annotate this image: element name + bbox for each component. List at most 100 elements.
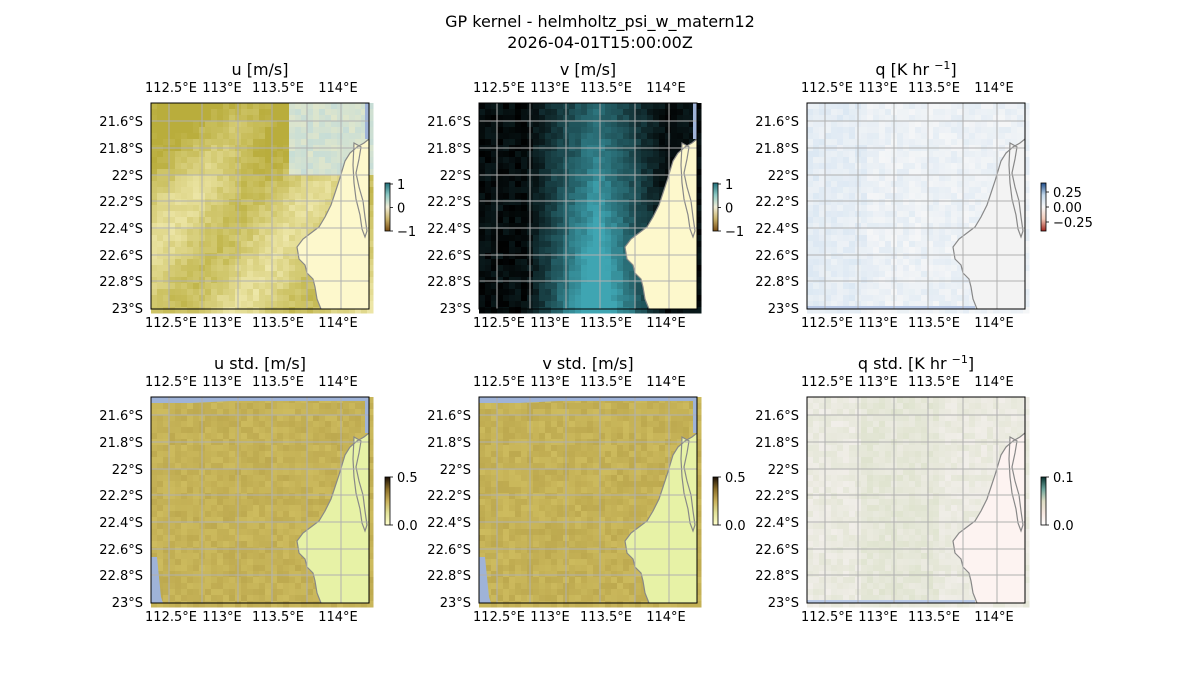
heatmap-cell (223, 463, 230, 470)
heatmap-cell (355, 109, 362, 116)
gridlines (479, 103, 697, 309)
heatmap-cell (903, 163, 910, 170)
heatmap-cell (307, 427, 314, 434)
heatmap-cell (187, 415, 194, 422)
heatmap-cell (211, 301, 218, 308)
heatmap-cell (151, 181, 158, 188)
heatmap-cell (611, 181, 618, 188)
heatmap-cell (265, 181, 272, 188)
heatmap-cell (271, 523, 278, 530)
heatmap-cell (277, 541, 284, 548)
heatmap-cell (861, 175, 868, 182)
heatmap-cell (355, 139, 362, 146)
heatmap-cell (575, 307, 582, 314)
heatmap-cell (611, 211, 618, 218)
heatmap-cell (837, 163, 844, 170)
heatmap-cell (479, 301, 486, 308)
heatmap-cell (277, 421, 284, 428)
heatmap-cell (205, 169, 212, 176)
heatmap-cell (641, 109, 648, 116)
heatmap-cell (635, 169, 642, 176)
lat-tick: 22°S (112, 169, 143, 184)
heatmap-cell (229, 427, 236, 434)
heatmap-cell (295, 259, 302, 266)
heatmap-cell (551, 253, 558, 260)
heatmap-cell (611, 115, 618, 122)
heatmap-cell (963, 133, 970, 140)
heatmap-cell (325, 187, 332, 194)
heatmap-cell (545, 295, 552, 302)
heatmap-cell (259, 277, 266, 284)
heatmap-cell (169, 193, 176, 200)
heatmap-cell (849, 193, 856, 200)
heatmap-cell (187, 295, 194, 302)
heatmap-cell (253, 259, 260, 266)
heatmap-cell (169, 499, 176, 506)
heatmap-cell (217, 157, 224, 164)
heatmap-cell (819, 253, 826, 260)
heatmap-cell (211, 493, 218, 500)
heatmap-cell (981, 163, 988, 170)
heatmap-cell (211, 271, 218, 278)
heatmap-cell (307, 445, 314, 452)
heatmap-cell (503, 109, 510, 116)
heatmap-cell (307, 211, 314, 218)
heatmap-cell (927, 151, 934, 158)
heatmap-cell (557, 103, 564, 110)
heatmap-cell (205, 433, 212, 440)
heatmap-cell (283, 487, 290, 494)
heatmap-cell (581, 259, 588, 266)
heatmap-cell (581, 157, 588, 164)
heatmap-cell (331, 121, 338, 128)
heatmap-cell (181, 199, 188, 206)
heatmap-cell (641, 301, 648, 308)
heatmap-cell (157, 457, 164, 464)
heatmap-cell (647, 193, 654, 200)
heatmap-cell (819, 235, 826, 242)
heatmap-cell (247, 589, 254, 596)
heatmap-cell (247, 169, 254, 176)
heatmap-cell (151, 271, 158, 278)
heatmap-cell (247, 529, 254, 536)
heatmap-cell (551, 301, 558, 308)
heatmap-cell (831, 103, 838, 110)
heatmap-cell (367, 307, 374, 314)
heatmap-cell (295, 583, 302, 590)
heatmap-cell (247, 199, 254, 206)
heatmap-cell (235, 601, 242, 608)
heatmap-cell (229, 601, 236, 608)
heatmap-cell (223, 403, 230, 410)
heatmap-cell (617, 193, 624, 200)
heatmap-cell (485, 169, 492, 176)
heatmap-cell (211, 505, 218, 512)
heatmap-cell (831, 151, 838, 158)
heatmap-cell (897, 133, 904, 140)
heatmap-cell (277, 259, 284, 266)
heatmap-cell (819, 277, 826, 284)
heatmap-cell (205, 289, 212, 296)
heatmap-cell (277, 307, 284, 314)
heatmap-cell (259, 487, 266, 494)
heatmap-cell (247, 163, 254, 170)
heatmap-cell (927, 289, 934, 296)
heatmap-cell (271, 289, 278, 296)
heatmap-cell (539, 247, 546, 254)
heatmap-cell (975, 175, 982, 182)
heatmap-cell (355, 127, 362, 134)
heatmap-cell (807, 175, 814, 182)
heatmap-cell (259, 559, 266, 566)
heatmap-cell (963, 295, 970, 302)
heatmap-cell (253, 169, 260, 176)
heatmap-cell (331, 187, 338, 194)
heatmap-cell (343, 307, 350, 314)
heatmap-cell (813, 289, 820, 296)
heatmap-cell (605, 121, 612, 128)
heatmap-cell (241, 265, 248, 272)
heatmap-cell (229, 235, 236, 242)
heatmap-cell (665, 163, 672, 170)
heatmap-cell (331, 133, 338, 140)
heatmap-cell (813, 109, 820, 116)
heatmap-cell (217, 223, 224, 230)
heatmap-cell (927, 127, 934, 134)
heatmap-cell (319, 139, 326, 146)
